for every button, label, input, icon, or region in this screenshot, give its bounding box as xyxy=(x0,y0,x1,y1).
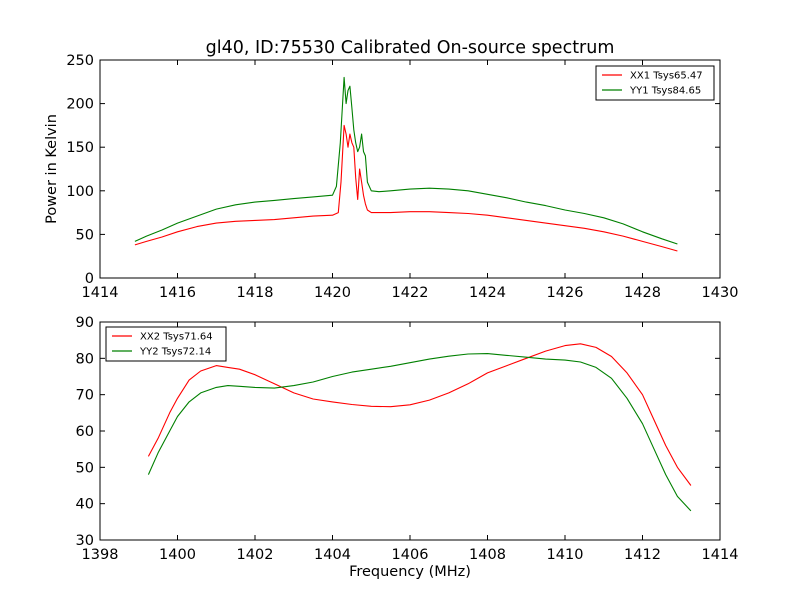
top-y-tick-label: 50 xyxy=(76,227,94,243)
bottom-x-tick-label: 1400 xyxy=(159,547,196,563)
bottom-y-tick-label: 50 xyxy=(76,460,94,476)
top-x-tick-label: 1420 xyxy=(314,285,351,301)
bottom-y-tick-label: 70 xyxy=(76,388,94,404)
bottom-y-tick-label: 90 xyxy=(76,315,94,331)
top-x-tick-label: 1424 xyxy=(469,285,506,301)
top-x-tick-label: 1428 xyxy=(624,285,661,301)
bottom-x-tick-label: 1402 xyxy=(237,547,274,563)
bottom-x-tick-label: 1398 xyxy=(82,547,119,563)
bottom-y-tick-label: 30 xyxy=(76,533,94,549)
bottom-y-tick-label: 40 xyxy=(76,497,94,513)
top-x-tick-label: 1422 xyxy=(392,285,429,301)
bottom-x-tick-label: 1404 xyxy=(314,547,351,563)
top-y-tick-label: 150 xyxy=(66,140,94,156)
top-x-tick-label: 1426 xyxy=(547,285,584,301)
top-legend-label-2: YY1 Tsys84.65 xyxy=(629,86,701,97)
top-plot: 1414 1416 1418 1420 1422 1424 1426 1428 1430 0 50 1… xyxy=(66,53,738,301)
top-legend-label-1: XX1 Tsys65.47 xyxy=(630,71,703,82)
top-y-tick-label: 200 xyxy=(66,97,94,113)
bottom-legend-label-1: XX2 Tsys71.64 xyxy=(140,332,213,343)
top-x-tick-label: 1414 xyxy=(82,285,119,301)
top-y-axis-label: Power in Kelvin xyxy=(44,114,60,224)
top-y-tick-label: 250 xyxy=(66,53,94,69)
bottom-x-tick-label: 1412 xyxy=(624,547,661,563)
bottom-y-tick-label: 60 xyxy=(76,424,94,440)
top-series-line-1 xyxy=(134,124,678,252)
bottom-x-tick-label: 1406 xyxy=(392,547,429,563)
bottom-legend-label-2: YY2 Tsys72.14 xyxy=(139,347,211,358)
top-y-tick-label: 100 xyxy=(66,184,94,200)
top-legend-box xyxy=(595,65,715,101)
top-y-tick-label: 0 xyxy=(85,271,94,287)
bottom-series-line-1 xyxy=(147,343,692,486)
top-series-line-2 xyxy=(134,76,678,245)
top-x-tick-label: 1430 xyxy=(702,285,739,301)
bottom-y-tick-label: 80 xyxy=(76,351,94,367)
bottom-x-tick-label: 1410 xyxy=(547,547,584,563)
top-x-tick-label: 1416 xyxy=(159,285,196,301)
chart-title: gl40, ID:75530 Calibrated On-source spec… xyxy=(206,38,615,58)
bottom-x-axis-label: Frequency (MHz) xyxy=(349,564,471,580)
top-x-tick-label: 1418 xyxy=(237,285,274,301)
bottom-x-tick-label: 1414 xyxy=(702,547,739,563)
bottom-legend-box xyxy=(105,326,227,362)
bottom-plot: 1398 1400 1402 1404 1406 1408 1410 1412 1414 30 40… xyxy=(76,315,739,563)
bottom-x-tick-label: 1408 xyxy=(469,547,506,563)
bottom-series-line-2 xyxy=(147,353,692,512)
